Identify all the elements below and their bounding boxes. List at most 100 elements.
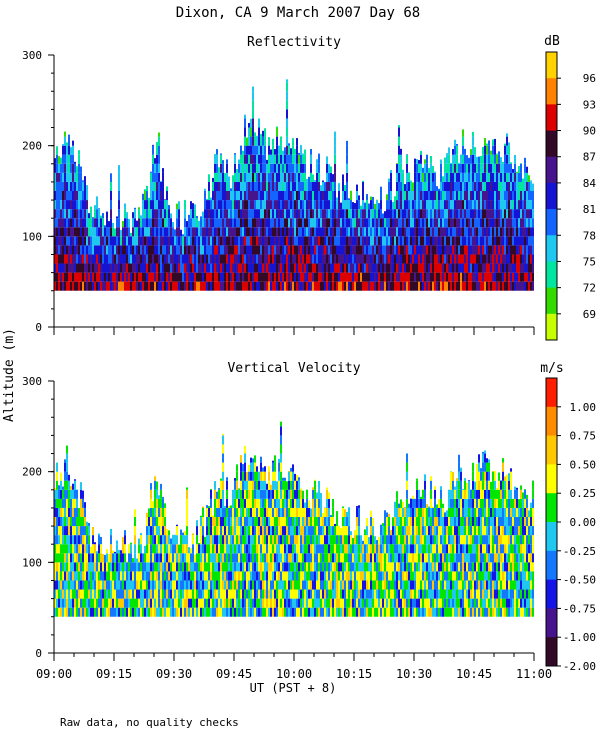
heatmap-cell (530, 180, 532, 182)
heatmap-cell (302, 281, 304, 291)
heatmap-cell (264, 517, 266, 527)
heatmap-cell (292, 281, 294, 291)
heatmap-cell (274, 580, 276, 590)
heatmap-cell (170, 553, 172, 563)
heatmap-cell (470, 245, 472, 255)
heatmap-cell (62, 598, 64, 608)
heatmap-cell (120, 281, 122, 291)
heatmap-cell (274, 489, 276, 499)
heatmap-cell (438, 272, 440, 282)
heatmap-cell (84, 176, 86, 182)
heatmap-cell (108, 553, 110, 563)
heatmap-cell (470, 236, 472, 246)
heatmap-cell (166, 580, 168, 590)
heatmap-cell (488, 272, 490, 282)
heatmap-cell (510, 227, 512, 237)
heatmap-cell (396, 181, 398, 191)
heatmap-cell (296, 200, 298, 210)
heatmap-cell (314, 263, 316, 273)
heatmap-cell (54, 209, 56, 219)
heatmap-cell (398, 254, 400, 264)
heatmap-cell (520, 245, 522, 255)
heatmap-cell (136, 245, 138, 255)
heatmap-cell (214, 218, 216, 228)
heatmap-cell (328, 164, 330, 173)
heatmap-cell (62, 181, 64, 191)
heatmap-cell (64, 580, 66, 590)
heatmap-cell (296, 209, 298, 219)
heatmap-cell (408, 281, 410, 291)
heatmap-cell (224, 544, 226, 554)
heatmap-cell (192, 598, 194, 608)
heatmap-cell (278, 607, 280, 617)
heatmap-cell (378, 236, 380, 246)
heatmap-cell (208, 607, 210, 617)
heatmap-cell (138, 589, 140, 599)
heatmap-cell (424, 191, 426, 201)
heatmap-cell (486, 236, 488, 246)
heatmap-cell (268, 245, 270, 255)
heatmap-cell (166, 544, 168, 554)
heatmap-cell (288, 281, 290, 291)
heatmap-cell (280, 589, 282, 599)
heatmap-cell (442, 272, 444, 282)
heatmap-cell (118, 181, 120, 191)
heatmap-cell (380, 191, 382, 201)
heatmap-cell (106, 263, 108, 273)
heatmap-cell (80, 200, 82, 210)
heatmap-cell (74, 489, 76, 499)
heatmap-cell (194, 254, 196, 264)
heatmap-cell (422, 200, 424, 210)
heatmap-cell (274, 227, 276, 237)
heatmap-cell (152, 245, 154, 255)
heatmap-cell (258, 154, 260, 164)
heatmap-cell (242, 480, 244, 490)
heatmap-cell (270, 163, 272, 173)
heatmap-cell (72, 589, 74, 599)
heatmap-cell (276, 607, 278, 617)
heatmap-cell (238, 272, 240, 282)
heatmap-cell (124, 203, 126, 210)
heatmap-cell (500, 218, 502, 228)
heatmap-cell (214, 526, 216, 536)
heatmap-cell (286, 489, 288, 499)
heatmap-cell (160, 526, 162, 536)
heatmap-cell (398, 172, 400, 182)
heatmap-cell (480, 163, 482, 173)
heatmap-cell (300, 163, 302, 173)
heatmap-cell (504, 227, 506, 237)
heatmap-cell (210, 517, 212, 527)
heatmap-cell (498, 209, 500, 219)
heatmap-cell (134, 509, 136, 517)
heatmap-cell (502, 272, 504, 282)
heatmap-cell (244, 544, 246, 554)
heatmap-cell (300, 209, 302, 219)
heatmap-cell (232, 272, 234, 282)
heatmap-cell (254, 181, 256, 191)
heatmap-cell (290, 254, 292, 264)
heatmap-cell (216, 281, 218, 291)
heatmap-cell (86, 263, 88, 273)
heatmap-cell (64, 154, 66, 164)
heatmap-cell (342, 227, 344, 237)
heatmap-cell (164, 245, 166, 255)
heatmap-cell (234, 498, 236, 508)
heatmap-cell (170, 236, 172, 246)
heatmap-cell (496, 272, 498, 282)
heatmap-cell (326, 245, 328, 255)
heatmap-cell (74, 498, 76, 508)
heatmap-cell (516, 171, 518, 173)
heatmap-cell (310, 181, 312, 191)
heatmap-cell (282, 209, 284, 219)
colorbar-swatch (546, 209, 557, 236)
heatmap-cell (482, 245, 484, 255)
heatmap-cell (508, 154, 510, 164)
heatmap-cell (246, 589, 248, 599)
heatmap-cell (290, 218, 292, 228)
heatmap-cell (280, 435, 282, 445)
heatmap-cell (222, 535, 224, 545)
heatmap-cell (448, 163, 450, 173)
heatmap-cell (72, 272, 74, 282)
heatmap-cell (220, 200, 222, 210)
heatmap-cell (508, 263, 510, 273)
